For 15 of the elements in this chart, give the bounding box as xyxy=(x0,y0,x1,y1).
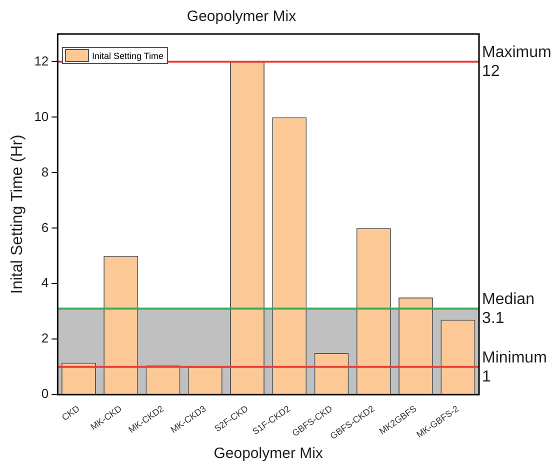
ref-line-label: Maximum 12 xyxy=(482,44,552,80)
y-tick-label: 0 xyxy=(41,386,49,402)
ref-line-label: Minimum 1 xyxy=(482,349,547,386)
y-tick-label: 12 xyxy=(34,53,49,68)
y-axis-title: Inital Setting Time (Hr) xyxy=(9,134,26,294)
x-axis-title: Geopolymer Mix xyxy=(214,445,324,462)
x-tick-label: CKD xyxy=(60,403,82,423)
legend-label: Inital Setting Time xyxy=(92,50,164,60)
chart-title: Geopolymer Mix xyxy=(186,8,297,26)
y-tick-label: 8 xyxy=(41,164,49,180)
y-tick-label: 10 xyxy=(34,108,49,124)
y-tick-label: 4 xyxy=(41,275,49,290)
y-tick-label: 2 xyxy=(41,330,49,346)
y-tick-label: 6 xyxy=(41,220,49,235)
ref-line-label: Median 3.1 xyxy=(482,291,534,328)
